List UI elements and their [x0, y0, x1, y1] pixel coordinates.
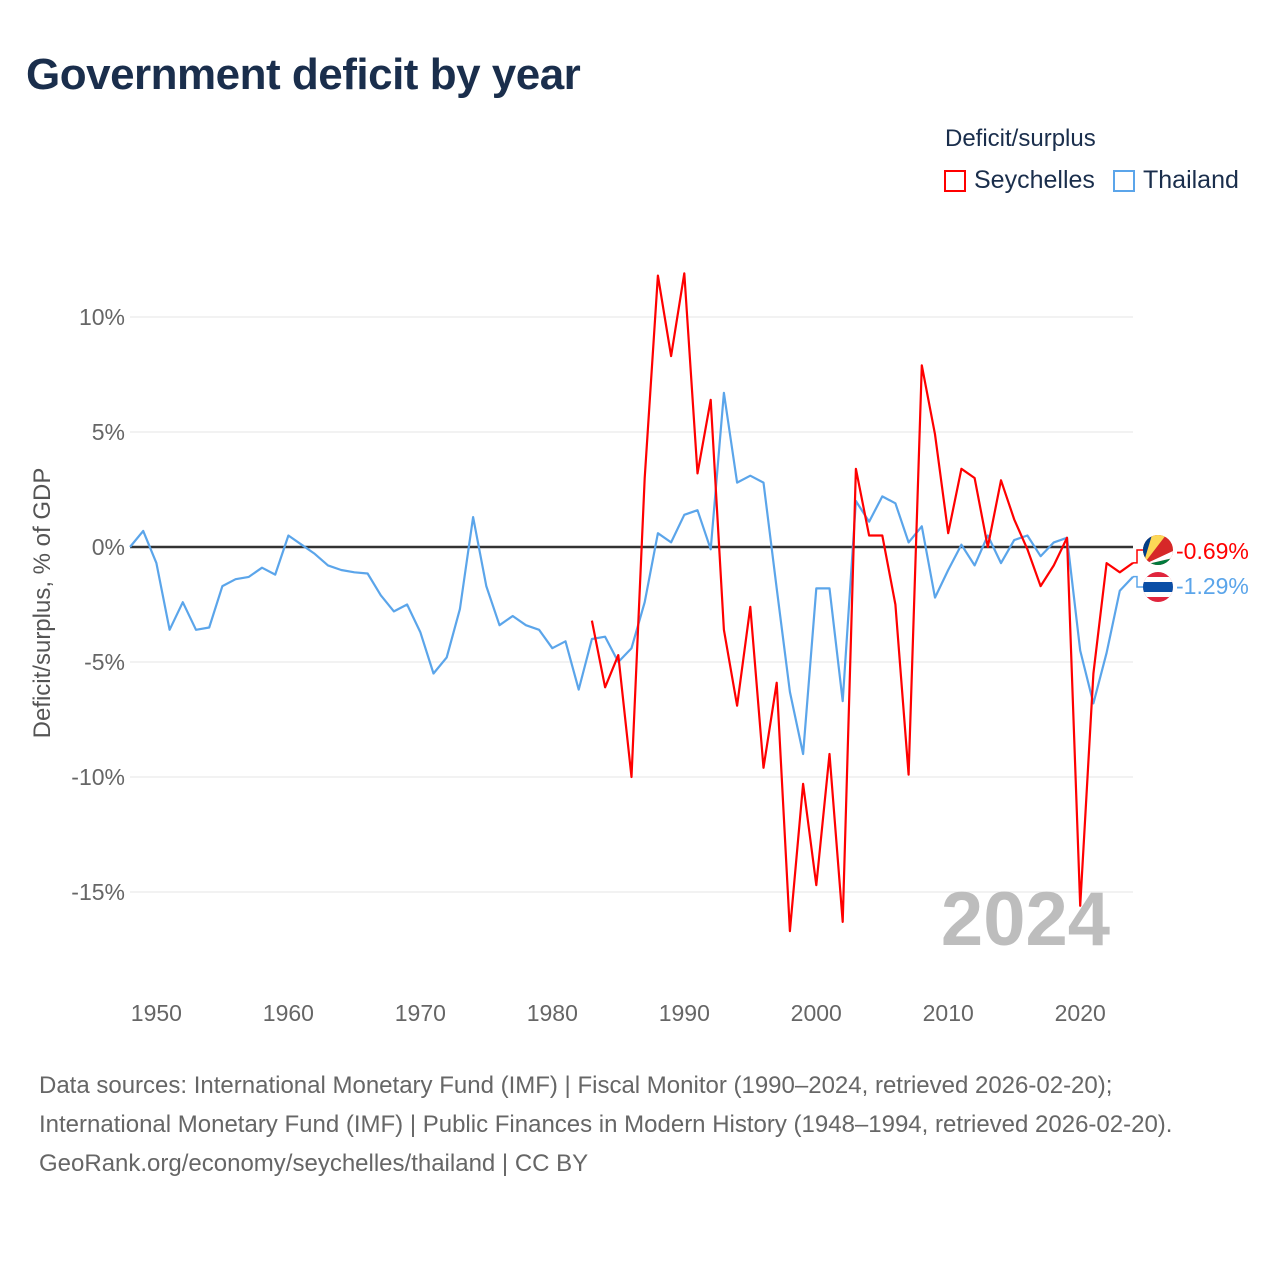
credit-link[interactable]: GeoRank.org/economy/seychelles/thailand … — [39, 1150, 589, 1177]
x-tick-label: 1950 — [131, 1000, 182, 1026]
legend-item-seychelles[interactable]: Seychelles — [944, 166, 1095, 195]
x-tick-label: 1960 — [263, 1000, 314, 1026]
series-line-thailand — [129, 391, 1134, 756]
legend-label: Seychelles — [974, 166, 1095, 194]
legend-swatch-seychelles — [944, 169, 966, 192]
data-sources: Data sources: International Monetary Fun… — [39, 1072, 1173, 1138]
legend-swatch-thailand — [1113, 169, 1135, 192]
end-connector — [1133, 549, 1143, 564]
x-tick-label: 1990 — [659, 1000, 710, 1026]
x-tick-label: 2020 — [1055, 1000, 1106, 1026]
y-tick-label: -5% — [84, 649, 125, 675]
footer: Data sources: International Monetary Fun… — [39, 1066, 1239, 1183]
series-line-seychelles — [590, 272, 1134, 933]
y-tick-label: -15% — [71, 879, 125, 905]
y-axis-label: Deficit/surplus, % of GDP — [29, 468, 56, 739]
page-title: Government deficit by year — [26, 50, 581, 99]
thailand-end-label: -1.29% — [1176, 573, 1249, 599]
x-tick-label: 1970 — [395, 1000, 446, 1026]
thailand-flag-icon — [1143, 572, 1173, 602]
legend-label: Thailand — [1143, 166, 1239, 194]
x-tick-label: 1980 — [527, 1000, 578, 1026]
year-watermark: 2024 — [941, 877, 1110, 962]
x-tick-label: 2010 — [923, 1000, 974, 1026]
y-tick-label: 0% — [92, 534, 125, 560]
end-connector — [1133, 575, 1143, 588]
seychelles-end-label: -0.69% — [1176, 538, 1249, 564]
seychelles-flag-icon — [1143, 535, 1173, 565]
line-chart: 10% 5% 0% -5% -10% -15% 1950 1960 1970 1980 1990 20… — [29, 272, 1249, 1026]
y-tick-label: 5% — [92, 419, 125, 445]
y-tick-label: -10% — [71, 764, 125, 790]
x-tick-label: 2000 — [791, 1000, 842, 1026]
legend-item-thailand[interactable]: Thailand — [1113, 166, 1239, 195]
y-tick-label: 10% — [79, 304, 125, 330]
legend-title: Deficit/surplus — [945, 125, 1096, 152]
